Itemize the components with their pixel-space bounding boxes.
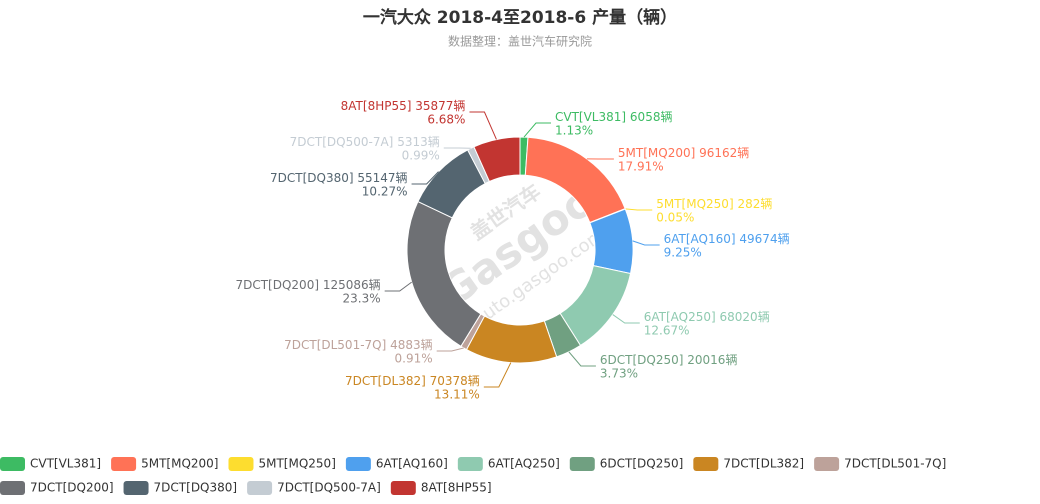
legend-item: 8AT[8HP55] xyxy=(391,481,492,496)
data-label: 6AT[AQ160] 49674辆 xyxy=(664,232,790,246)
chart-subtitle: 数据整理：盖世汽车研究院 xyxy=(448,34,592,49)
legend-label: CVT[VL381] xyxy=(30,457,101,471)
label-name: CVT[VL381] xyxy=(555,110,626,124)
legend-item: 5MT[MQ250] xyxy=(228,457,335,472)
label-name: 6DCT[DQ250] xyxy=(600,353,684,367)
legend-label: 6DCT[DQ250] xyxy=(600,457,684,471)
data-label: 7DCT[DQ380] 55147辆 xyxy=(270,171,408,185)
data-label: CVT[VL381] 6058辆 xyxy=(555,110,672,124)
chart-title: 一汽大众 2018-4至2018-6 产量（辆） xyxy=(363,7,677,28)
data-label: 5MT[MQ200] 96162辆 xyxy=(618,146,749,160)
label-name: 7DCT[DL382] xyxy=(345,374,426,388)
percent-label: 0.99% xyxy=(402,149,440,163)
label-value: 68020辆 xyxy=(720,310,770,324)
data-label: 7DCT[DQ500-7A] 5313辆 xyxy=(290,135,440,149)
data-label: 5MT[MQ250] 282辆 xyxy=(656,197,772,211)
legend-item: 5MT[MQ200] xyxy=(111,457,218,472)
legend-swatch xyxy=(570,457,595,471)
label-name: 6AT[AQ160] xyxy=(664,232,736,246)
legend-swatch xyxy=(458,457,483,471)
label-value: 35877辆 xyxy=(415,99,465,113)
legend-item: 7DCT[DQ380] xyxy=(124,481,238,496)
data-label: 7DCT[DQ200] 125086辆 xyxy=(235,278,380,292)
legend-swatch xyxy=(228,457,253,471)
label-value: 49674辆 xyxy=(739,232,789,246)
legend-label: 7DCT[DL382] xyxy=(723,457,804,471)
label-value: 5313辆 xyxy=(397,135,440,149)
legend-item: 7DCT[DL382] xyxy=(693,457,804,472)
leader-line xyxy=(524,123,551,137)
legend-swatch xyxy=(124,481,149,495)
legend-swatch xyxy=(111,457,136,471)
legend-item: 6AT[AQ250] xyxy=(458,457,560,472)
label-value: 96162辆 xyxy=(699,146,749,160)
legend-item: 6AT[AQ160] xyxy=(346,457,448,472)
data-label: 8AT[8HP55] 35877辆 xyxy=(341,99,466,113)
label-name: 5MT[MQ200] xyxy=(618,146,695,160)
legend-item: 7DCT[DQ200] xyxy=(0,481,114,496)
legend-label: 5MT[MQ200] xyxy=(141,457,218,471)
legend-item: 7DCT[DQ500-7A] xyxy=(247,481,381,496)
label-name: 5MT[MQ250] xyxy=(656,197,733,211)
leader-line xyxy=(633,241,660,245)
legend-swatch xyxy=(0,457,25,471)
leader-line xyxy=(437,348,464,351)
label-value: 6058辆 xyxy=(630,110,673,124)
percent-label: 6.68% xyxy=(427,113,465,127)
label-name: 8AT[8HP55] xyxy=(341,99,412,113)
legend-swatch xyxy=(0,481,25,495)
label-name: 7DCT[DQ380] xyxy=(270,171,354,185)
legend-item: 7DCT[DL501-7Q] xyxy=(814,457,946,472)
legend-item: CVT[VL381] xyxy=(0,457,101,472)
leader-line xyxy=(469,112,496,139)
label-value: 125086辆 xyxy=(323,278,381,292)
legend-swatch xyxy=(346,457,371,471)
legend-item: 6DCT[DQ250] xyxy=(570,457,684,472)
percent-label: 23.3% xyxy=(343,292,381,306)
legend-label: 7DCT[DL501-7Q] xyxy=(844,457,946,471)
legend-label: 7DCT[DQ500-7A] xyxy=(277,481,381,495)
leader-line xyxy=(625,209,652,210)
leader-line xyxy=(569,352,596,366)
label-name: 7DCT[DQ200] xyxy=(235,278,319,292)
percent-label: 9.25% xyxy=(664,246,702,260)
percent-label: 17.91% xyxy=(618,160,664,174)
label-value: 55147辆 xyxy=(357,171,407,185)
percent-label: 1.13% xyxy=(555,124,593,138)
leader-line xyxy=(484,363,511,387)
label-value: 20016辆 xyxy=(687,353,737,367)
percent-label: 12.67% xyxy=(644,324,690,338)
legend-label: 5MT[MQ250] xyxy=(258,457,335,471)
data-label: 6AT[AQ250] 68020辆 xyxy=(644,310,770,324)
legend-label: 7DCT[DQ380] xyxy=(154,481,238,495)
label-name: 6AT[AQ250] xyxy=(644,310,716,324)
percent-label: 10.27% xyxy=(362,185,408,199)
percent-label: 3.73% xyxy=(600,367,638,381)
label-name: 7DCT[DL501-7Q] xyxy=(284,338,386,352)
legend-label: 6AT[AQ160] xyxy=(376,457,448,471)
label-value: 70378辆 xyxy=(430,374,480,388)
leader-line xyxy=(613,315,640,323)
legend-label: 7DCT[DQ200] xyxy=(30,481,114,495)
percent-label: 13.11% xyxy=(434,388,480,402)
legend-swatch xyxy=(693,457,718,471)
percent-label: 0.91% xyxy=(395,352,433,366)
leader-line xyxy=(385,282,412,291)
data-label: 7DCT[DL501-7Q] 4883辆 xyxy=(284,338,433,352)
percent-label: 0.05% xyxy=(656,211,694,225)
label-value: 282辆 xyxy=(737,197,772,211)
data-label: 6DCT[DQ250] 20016辆 xyxy=(600,353,738,367)
legend-swatch xyxy=(391,481,416,495)
data-label: 7DCT[DL382] 70378辆 xyxy=(345,374,480,388)
legend-swatch xyxy=(814,457,839,471)
label-value: 4883辆 xyxy=(390,338,433,352)
legend-label: 6AT[AQ250] xyxy=(488,457,560,471)
label-name: 7DCT[DQ500-7A] xyxy=(290,135,394,149)
legend-label: 8AT[8HP55] xyxy=(421,481,492,495)
legend-swatch xyxy=(247,481,272,495)
